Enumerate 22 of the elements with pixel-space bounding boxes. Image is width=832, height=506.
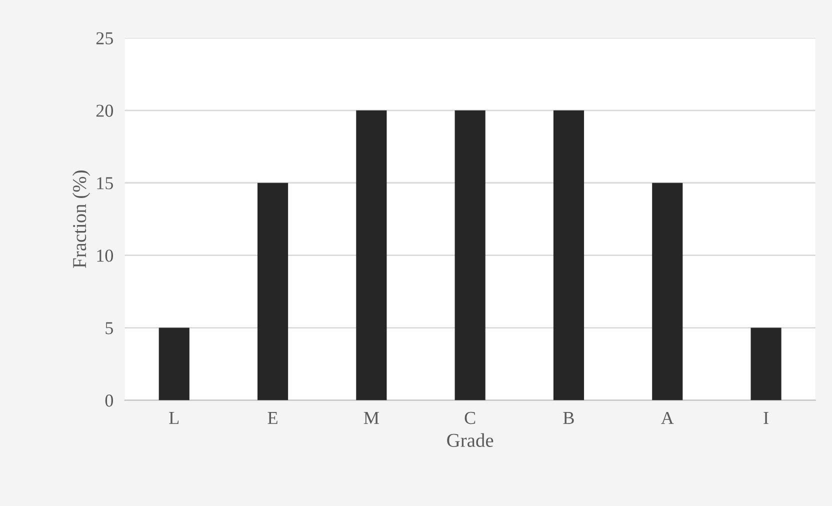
y-tick-label: 5 [106,322,113,334]
x-tick-label: E [268,412,278,424]
bar [158,328,190,400]
x-tick-label: B [563,412,574,424]
bar [652,182,683,400]
x-tick-label: C [464,412,476,424]
y-tick-label: 25 [96,32,113,44]
x-axis-title: Grade [447,433,494,447]
y-tick-label: 0 [105,394,113,407]
y-axis-title: Fraction (%) [72,170,90,268]
bar [454,110,486,400]
y-tick-label: 10 [97,250,113,262]
bar [356,110,387,400]
bar [553,110,584,400]
x-tick-label: A [661,412,674,424]
x-tick-label: L [169,412,179,424]
x-tick-label: I [764,412,768,424]
bar [257,182,288,400]
y-tick-label: 20 [96,104,113,117]
y-tick-label: 15 [97,177,113,190]
x-tick-label: M [364,412,379,424]
bar [750,328,782,400]
